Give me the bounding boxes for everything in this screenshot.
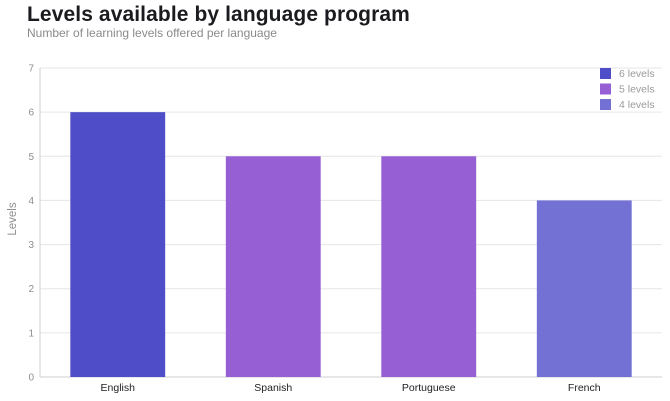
x-tick-labels: English Spanish Portuguese French: [101, 382, 601, 394]
legend-swatch: [600, 68, 611, 79]
y-tick-label: 1: [28, 328, 34, 339]
legend-swatch: [600, 99, 611, 110]
bar-spanish: [225, 156, 321, 377]
y-tick-label: 6: [28, 108, 34, 119]
legend: 6 levels 5 levels 4 levels: [600, 68, 655, 111]
x-tick-label: English: [101, 382, 136, 394]
legend-label: 4 levels: [619, 99, 655, 111]
y-tick-label: 2: [28, 284, 34, 295]
legend-label: 5 levels: [619, 84, 655, 96]
legend-label: 6 levels: [619, 68, 655, 80]
y-tick-label: 7: [28, 64, 34, 75]
bars: [70, 112, 632, 378]
y-tick-label: 3: [28, 240, 34, 251]
y-tick-label: 0: [28, 373, 34, 384]
bar-french: [536, 200, 632, 377]
y-tick-labels: 0 1 2 3 4 5 6 7: [28, 64, 34, 384]
x-tick-label: Spanish: [254, 382, 292, 394]
x-tick-label: Portuguese: [402, 382, 456, 394]
chart-subtitle: Number of learning levels offered per la…: [27, 26, 277, 40]
y-tick-label: 4: [28, 196, 34, 207]
legend-swatch: [600, 83, 611, 95]
chart-title: Levels available by language program: [27, 3, 410, 26]
y-axis-title: Levels: [7, 202, 19, 235]
bar-english: [70, 112, 166, 378]
bar-portuguese: [381, 156, 477, 377]
y-tick-label: 5: [28, 152, 34, 163]
x-tick-label: French: [568, 382, 601, 394]
